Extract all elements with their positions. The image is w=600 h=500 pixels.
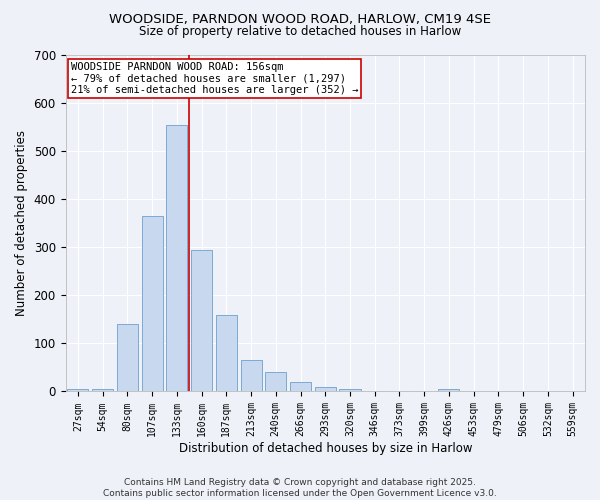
Bar: [191, 250, 212, 392]
Text: Contains HM Land Registry data © Crown copyright and database right 2025.
Contai: Contains HM Land Registry data © Crown c…: [103, 478, 497, 498]
Bar: [67, 389, 88, 392]
X-axis label: Distribution of detached houses by size in Harlow: Distribution of detached houses by size …: [179, 442, 472, 455]
Bar: [241, 360, 262, 392]
Y-axis label: Number of detached properties: Number of detached properties: [15, 130, 28, 316]
Text: WOODSIDE PARNDON WOOD ROAD: 156sqm
← 79% of detached houses are smaller (1,297)
: WOODSIDE PARNDON WOOD ROAD: 156sqm ← 79%…: [71, 62, 358, 95]
Bar: [340, 389, 361, 392]
Bar: [92, 389, 113, 392]
Bar: [142, 216, 163, 392]
Bar: [439, 389, 460, 392]
Bar: [166, 124, 187, 392]
Bar: [265, 372, 286, 392]
Bar: [290, 382, 311, 392]
Bar: [117, 324, 138, 392]
Bar: [315, 386, 336, 392]
Bar: [216, 314, 237, 392]
Text: Size of property relative to detached houses in Harlow: Size of property relative to detached ho…: [139, 25, 461, 38]
Text: WOODSIDE, PARNDON WOOD ROAD, HARLOW, CM19 4SE: WOODSIDE, PARNDON WOOD ROAD, HARLOW, CM1…: [109, 12, 491, 26]
